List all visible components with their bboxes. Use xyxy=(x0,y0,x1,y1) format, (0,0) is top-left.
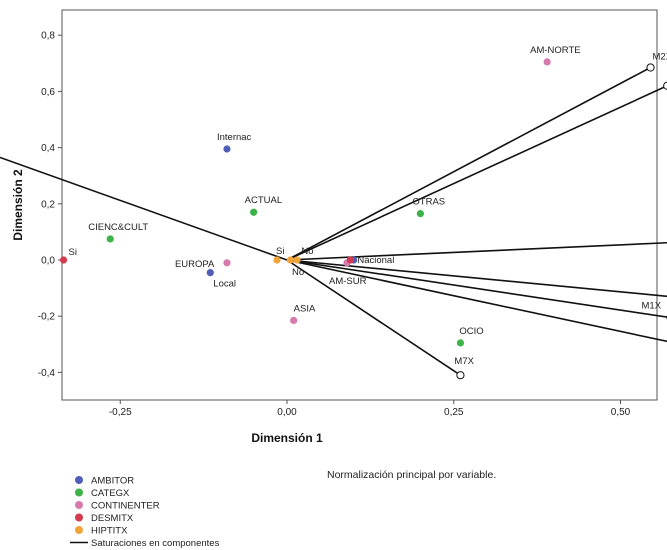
loading-endpoint-m7x xyxy=(456,371,465,380)
legend-label: DESMITX xyxy=(91,513,134,524)
loading-vector-nomitx xyxy=(0,156,288,261)
point-hiptitx xyxy=(286,256,294,264)
x-tick-label: -0,25 xyxy=(109,407,132,418)
point-label: AM-NORTE xyxy=(530,45,581,56)
legend-swatch xyxy=(75,476,83,484)
legend-swatch xyxy=(75,501,83,509)
loading-endpoint-m2x xyxy=(646,63,655,72)
y-tick-label: 0,2 xyxy=(41,199,55,210)
point-ambitor xyxy=(223,145,231,153)
y-tick-label: -0,4 xyxy=(38,368,56,379)
loading-label: M2X xyxy=(653,52,667,63)
point-continenter xyxy=(290,316,298,325)
x-tick-label: 0,25 xyxy=(444,407,464,418)
category-points xyxy=(59,58,551,347)
loading-vector-m1x xyxy=(286,259,667,318)
axes-layer: -0,50-0,250,000,250,500,750,80,60,40,20,… xyxy=(38,31,631,418)
point-label: Internac xyxy=(217,132,252,143)
point-label: CIENC&CULT xyxy=(88,222,148,233)
plot-frame xyxy=(61,9,658,401)
y-tick-label: 0,8 xyxy=(41,31,55,42)
point-label: EUROPA xyxy=(175,259,215,270)
y-axis-title: Dimensión 2 xyxy=(11,169,25,241)
x-tick-label: 0,00 xyxy=(277,407,297,418)
point-hiptitx xyxy=(273,256,281,264)
loading-vector-m4x xyxy=(286,241,667,261)
point-categx xyxy=(416,210,424,218)
legend-label: CONTINENTER xyxy=(91,501,160,512)
legend-label: CATEGX xyxy=(91,488,130,499)
point-hiptitx xyxy=(293,256,301,264)
point-label: OCIO xyxy=(459,326,483,337)
y-tick-label: 0,6 xyxy=(41,87,55,98)
point-continenter xyxy=(223,259,231,267)
point-desmitx xyxy=(346,256,354,264)
point-label: OTRAS xyxy=(412,197,445,208)
point-categx xyxy=(250,208,258,216)
point-categx xyxy=(456,339,465,347)
legend-swatch xyxy=(75,526,83,534)
point-label: Si xyxy=(69,247,77,258)
point-label: No xyxy=(301,246,313,257)
point-label: AM-SUR xyxy=(329,276,367,287)
point-label: Local xyxy=(213,279,236,290)
y-tick-label: 0,4 xyxy=(41,143,55,154)
legend-swatch xyxy=(75,513,83,522)
point-label: Nacional xyxy=(357,255,394,266)
point-label: ACTUAL xyxy=(245,195,282,206)
legend-swatch xyxy=(75,488,83,497)
legend-label: AMBITOR xyxy=(91,476,134,487)
legend-label: Saturaciones en componentes xyxy=(91,538,220,549)
legend-label: HIPTITX xyxy=(91,526,128,537)
loading-label: M7X xyxy=(454,356,474,367)
point-categx xyxy=(106,235,114,243)
loading-vector-m7x xyxy=(286,259,461,376)
point-label: Si xyxy=(276,246,284,257)
point-ambitor xyxy=(206,269,214,277)
y-tick-label: -0,2 xyxy=(38,312,56,323)
point-labels: NOMITXM2XM3XM4XM5XM1XM6XM7XInternacLocal… xyxy=(69,45,667,367)
y-tick-label: 0,0 xyxy=(41,256,55,267)
point-label: No xyxy=(292,267,304,278)
loading-vectors xyxy=(0,63,667,380)
normalization-note: Normalización principal por variable. xyxy=(327,469,496,481)
point-label: ASIA xyxy=(294,303,316,314)
loading-label: M1X xyxy=(642,301,662,312)
loading-vector-m3x xyxy=(286,85,667,261)
loading-vector-m6x xyxy=(286,259,667,343)
loading-endpoint-m3x xyxy=(663,81,667,90)
point-desmitx xyxy=(59,256,68,264)
loading-vector-m2x xyxy=(286,66,651,261)
point-continenter xyxy=(543,58,551,66)
x-axis-title: Dimensión 1 xyxy=(251,431,323,445)
x-tick-label: 0,50 xyxy=(611,407,631,418)
loading-vector-m5x xyxy=(286,259,667,298)
